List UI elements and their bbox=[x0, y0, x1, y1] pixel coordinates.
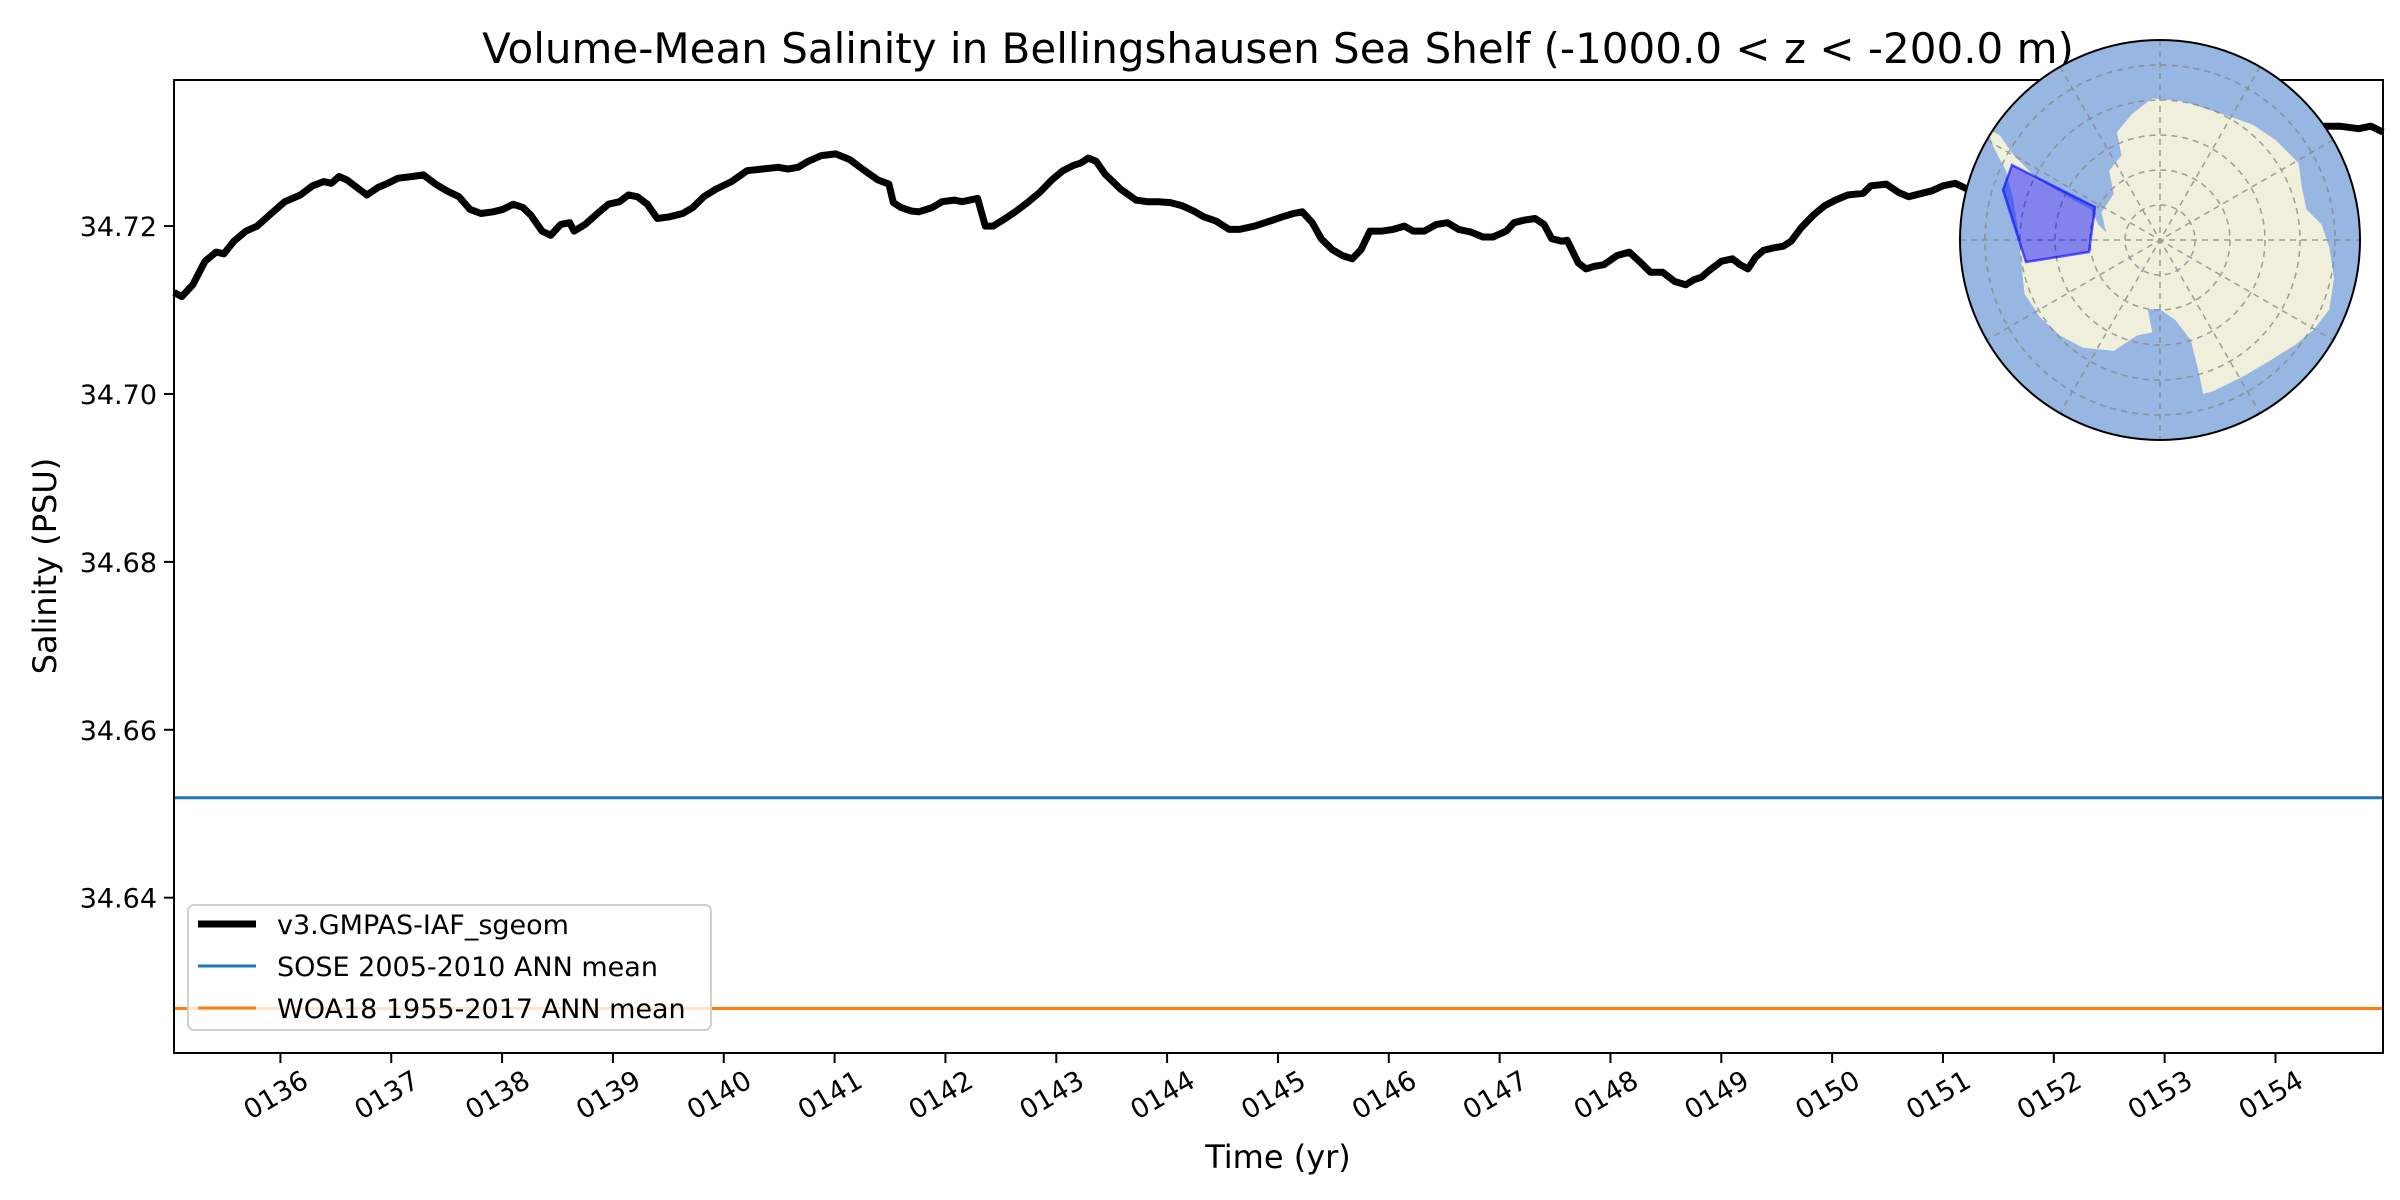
y-tick-label: 34.68 bbox=[80, 548, 157, 579]
map-graticule bbox=[1960, 40, 2360, 440]
graticule-circle bbox=[2019, 99, 2301, 381]
legend-label-model: v3.GMPAS-IAF_sgeom bbox=[277, 910, 569, 941]
y-tick-label: 34.70 bbox=[80, 380, 157, 411]
inset-map-antarctica bbox=[1959, 39, 2361, 441]
map-border bbox=[1959, 39, 2361, 441]
y-axis-label: Salinity (PSU) bbox=[26, 458, 64, 675]
y-axis-ticks: 34.64 34.66 34.68 34.70 34.72 bbox=[80, 212, 174, 915]
series-line-model bbox=[172, 116, 2385, 301]
x-axis-label: Time (yr) bbox=[1204, 1138, 1351, 1176]
chart-title: Volume-Mean Salinity in Bellingshausen S… bbox=[482, 24, 2074, 73]
y-tick-label: 34.64 bbox=[80, 884, 157, 915]
map-region-bellingshausen bbox=[2001, 163, 2097, 264]
y-tick-label: 34.66 bbox=[80, 716, 157, 747]
legend-label-sose: SOSE 2005-2010 ANN mean bbox=[277, 952, 658, 983]
legend-box bbox=[187, 904, 712, 1031]
graticule-meridian bbox=[1986, 139, 2334, 341]
legend: v3.GMPAS-IAF_sgeom SOSE 2005-2010 ANN me… bbox=[187, 904, 712, 1031]
legend-label-woa18: WOA18 1955-2017 ANN mean bbox=[277, 994, 686, 1025]
map-land-antarctica bbox=[1987, 98, 2335, 394]
graticule-circle bbox=[2054, 134, 2266, 346]
y-tick-label: 34.72 bbox=[80, 212, 157, 243]
axes-frame bbox=[173, 79, 2384, 1054]
